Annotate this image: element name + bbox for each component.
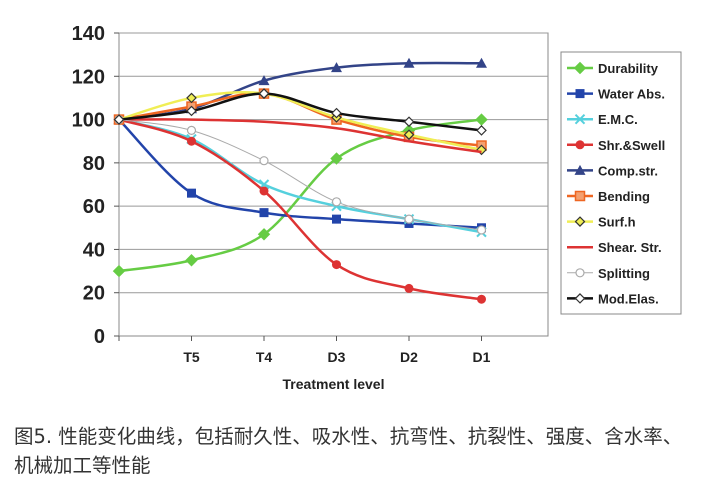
series-line (118, 119, 482, 231)
x-tick-label: T5 (183, 349, 200, 365)
legend-marker (574, 293, 586, 304)
legend-label: Splitting (598, 266, 650, 281)
data-point (113, 114, 125, 125)
legend-item: Comp.str. (567, 163, 658, 178)
data-point (259, 156, 269, 166)
y-tick-label: 80 (83, 153, 105, 175)
data-point (403, 57, 415, 68)
legend-item: Shear. Str. (567, 240, 662, 255)
data-point (477, 294, 486, 304)
data-point (259, 186, 269, 196)
y-tick-label: 20 (83, 283, 105, 305)
legend-label: Surf.h (598, 215, 636, 230)
data-point (258, 88, 270, 99)
legend-marker (575, 89, 585, 99)
plot-area (118, 32, 549, 337)
legend-item: Bending (567, 189, 650, 204)
legend-item: Splitting (567, 266, 650, 281)
y-tick-label: 0 (94, 326, 105, 348)
legend-label: Mod.Elas. (598, 291, 659, 306)
data-point (331, 197, 342, 207)
data-point (185, 254, 198, 267)
legend-label: Water Abs. (598, 87, 665, 102)
legend-item: Shr.&Swell (567, 138, 665, 153)
legend-item: E.M.C. (567, 112, 638, 127)
data-point (186, 92, 197, 104)
legend-item: Durability (567, 61, 659, 76)
data-point (258, 75, 270, 86)
x-tick-label: D1 (473, 349, 491, 365)
data-point (332, 214, 341, 224)
x-tick-label: D3 (328, 349, 346, 365)
data-point (331, 62, 342, 73)
x-tick-label: T4 (256, 349, 273, 365)
legend-marker (574, 190, 586, 202)
data-point (332, 260, 341, 270)
data-point (404, 214, 414, 224)
series-mod-elas (113, 88, 487, 136)
data-point (330, 152, 343, 165)
legend-marker (574, 164, 586, 175)
data-point (257, 228, 271, 241)
figure-caption: 图5. 性能变化曲线，包括耐久性、吸水性、抗弯性、抗裂性、强度、含水率、机械加工… (14, 425, 683, 477)
x-tick-label: D2 (400, 349, 418, 365)
legend-marker (574, 113, 586, 125)
data-point (403, 116, 415, 128)
legend-label: Bending (598, 189, 650, 204)
y-tick-label: 140 (72, 23, 105, 45)
legend-label: Durability (598, 61, 659, 76)
data-point (112, 264, 126, 278)
y-tick-label: 100 (72, 110, 105, 132)
legend-item: Water Abs. (567, 87, 665, 102)
legend-marker (573, 61, 587, 75)
data-point (186, 125, 197, 135)
series-shear-str (118, 118, 482, 154)
legend-item: Mod.Elas. (567, 291, 659, 306)
data-point (404, 283, 414, 293)
legend-label: Shear. Str. (598, 240, 662, 255)
y-tick-label: 120 (72, 66, 105, 88)
data-point (476, 125, 487, 136)
y-tick-label: 60 (83, 196, 105, 218)
data-point (259, 208, 269, 218)
data-point (331, 107, 342, 119)
data-point (187, 136, 196, 146)
legend-label: E.M.C. (598, 112, 638, 127)
data-point (403, 129, 415, 141)
legend-marker (575, 140, 585, 150)
legend-marker (575, 268, 585, 278)
data-point (187, 188, 196, 198)
data-point (186, 105, 197, 117)
y-tick-label: 40 (83, 239, 105, 261)
data-point (476, 225, 487, 235)
x-axis-title: Treatment level (283, 376, 385, 392)
legend-marker (574, 216, 586, 227)
series-line (118, 118, 482, 154)
series-line (118, 91, 482, 152)
legend: Durability Water Abs. E.M.C. Shr.&Swell Comp… (560, 51, 682, 315)
series-line (118, 92, 482, 132)
legend-label: Shr.&Swell (598, 138, 665, 153)
data-point (476, 57, 487, 68)
line-chart: 0 20 40 60 80 100 120 140 T5 T4 D3 D2 D1 Treatment le… (72, 23, 682, 392)
legend-item: Surf.h (567, 215, 636, 230)
legend-label: Comp.str. (598, 163, 658, 178)
series-line (118, 61, 482, 121)
